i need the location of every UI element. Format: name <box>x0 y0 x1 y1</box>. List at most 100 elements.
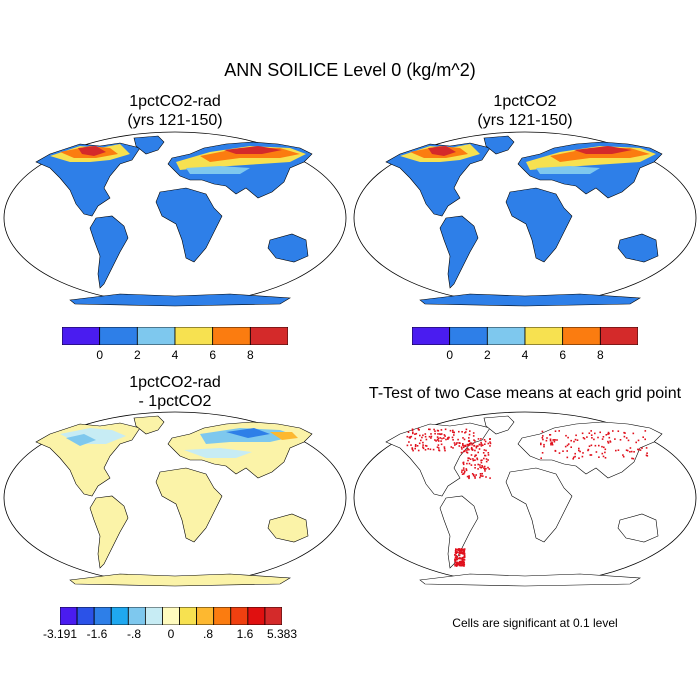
significant-cell <box>602 436 605 438</box>
significant-cell <box>541 430 544 433</box>
significant-cell <box>554 430 557 432</box>
significant-cell <box>455 557 457 559</box>
significant-cell <box>461 469 463 472</box>
significant-cell <box>567 443 570 445</box>
figure-title: ANN SOILICE Level 0 (kg/m^2) <box>224 60 476 80</box>
map-top-left <box>3 131 347 307</box>
significant-cell <box>602 455 605 458</box>
colorbar-tick-label: -.8 <box>126 627 142 641</box>
significant-cell <box>627 439 630 442</box>
colorbar-box <box>62 327 101 345</box>
significant-cell <box>603 446 605 449</box>
significant-cell <box>459 557 461 559</box>
significant-cell <box>463 565 465 567</box>
colorbar-tick-label: 2 <box>483 348 491 362</box>
significant-cell <box>411 428 414 431</box>
significant-cell <box>543 443 545 446</box>
significant-cell <box>411 447 413 449</box>
significant-cell <box>475 445 478 448</box>
significant-cell <box>540 442 542 445</box>
significant-cell <box>465 451 468 453</box>
significant-cell <box>468 444 471 446</box>
significant-cell <box>434 432 436 435</box>
significant-cell <box>475 474 477 476</box>
significant-cell <box>463 556 466 558</box>
significant-cell <box>470 446 473 449</box>
significant-cell <box>590 454 593 456</box>
significant-cell <box>541 436 544 439</box>
significant-cell <box>462 462 464 464</box>
significant-cell <box>646 455 649 457</box>
colorbar-tick-label: .8 <box>202 627 214 641</box>
significant-cell <box>424 435 427 438</box>
significant-cell <box>590 444 593 447</box>
significant-cell <box>472 435 475 437</box>
significant-cell <box>457 438 459 441</box>
significant-cell <box>429 428 431 431</box>
panel-title-line2: (yrs 121-150) <box>127 112 223 129</box>
significant-cell <box>460 548 463 550</box>
difference-region <box>226 428 270 438</box>
significant-cell <box>605 434 608 436</box>
significant-cell <box>434 430 436 432</box>
significant-cell <box>428 428 430 431</box>
significant-cell <box>452 429 454 432</box>
significant-cell <box>458 442 460 444</box>
significant-cell <box>489 442 492 445</box>
significant-cell <box>550 443 552 446</box>
significant-cell <box>633 451 635 453</box>
significant-cell <box>477 445 479 447</box>
continent-australia <box>617 233 659 263</box>
significant-cell <box>623 435 626 438</box>
significant-cell <box>468 448 470 451</box>
significant-cell <box>463 471 466 474</box>
significant-cell <box>485 476 487 478</box>
significant-cell <box>607 440 609 443</box>
panel-title-top-right: 1pctCO2 (yrs 121-150) <box>425 92 625 130</box>
panel-title-line2: (yrs 121-150) <box>477 112 573 129</box>
significant-cell <box>482 475 484 477</box>
significant-cell <box>454 564 456 567</box>
significant-cell <box>436 438 439 441</box>
significant-cell <box>476 458 479 461</box>
significant-cell <box>484 468 486 471</box>
significant-cell <box>437 440 440 442</box>
significant-cell <box>598 444 600 447</box>
significant-cell <box>445 438 447 441</box>
significant-cell <box>474 440 476 442</box>
significant-cell <box>597 436 599 439</box>
significant-cell <box>462 548 465 551</box>
colorbar-box <box>127 607 146 625</box>
significant-cell <box>462 450 465 453</box>
significant-cell <box>458 561 461 564</box>
colorbar-tick-label: 8 <box>596 348 604 362</box>
significant-cell <box>478 448 481 450</box>
significant-cell <box>466 462 468 465</box>
significant-cell <box>456 558 459 561</box>
significant-cell <box>483 457 485 460</box>
significant-cell <box>469 430 471 432</box>
significant-cell <box>583 437 586 440</box>
significant-cell <box>551 441 553 444</box>
significant-cell <box>467 457 469 459</box>
significant-cell <box>435 440 437 442</box>
significant-cell <box>564 445 567 448</box>
significant-cell <box>608 432 610 435</box>
significant-cell <box>601 438 604 440</box>
significant-cell <box>414 433 416 435</box>
significant-cell <box>406 444 409 447</box>
significant-cell <box>467 447 469 450</box>
significant-cell <box>463 563 466 566</box>
significant-cell <box>410 435 413 438</box>
significant-cell <box>458 560 461 563</box>
colorbar-tick-label: 1.6 <box>236 627 254 641</box>
colorbar-box <box>213 607 232 625</box>
significant-cell <box>421 436 423 439</box>
significant-cell <box>632 432 635 435</box>
significant-cell <box>588 445 591 447</box>
significant-cell <box>572 456 575 459</box>
colorbar-tick-label: 0 <box>96 348 103 362</box>
colorbar-tick-label: 8 <box>246 348 254 362</box>
significant-cell <box>424 449 427 451</box>
significant-cell <box>472 474 475 476</box>
